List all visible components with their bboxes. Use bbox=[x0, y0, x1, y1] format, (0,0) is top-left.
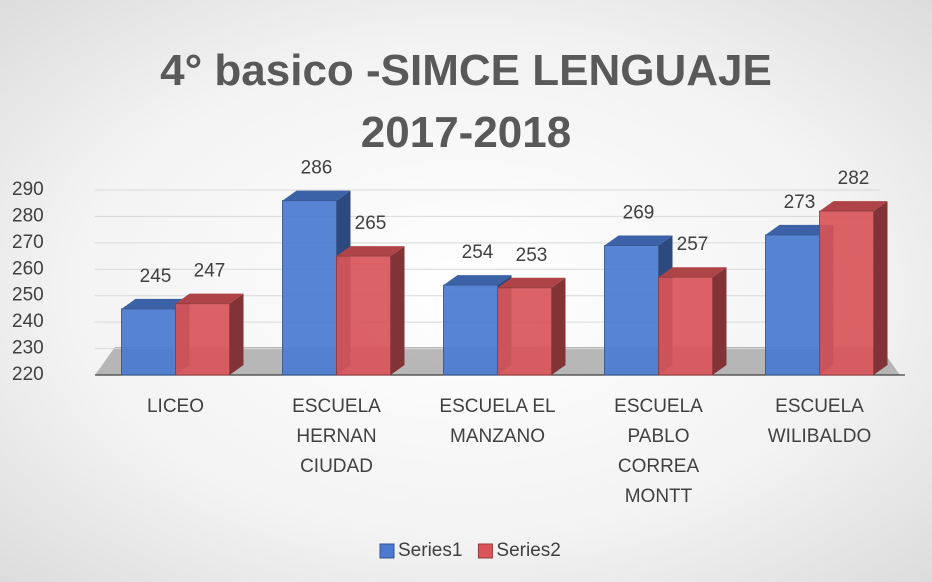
bar-front bbox=[443, 284, 498, 376]
bar-front bbox=[765, 234, 820, 376]
y-tick-label: 250 bbox=[12, 285, 44, 306]
chart-title: 4° basico -SIMCE LENGUAJE 2017-2018 bbox=[160, 46, 772, 157]
data-label: 269 bbox=[623, 203, 655, 224]
legend-label: Series1 bbox=[398, 540, 462, 561]
data-label: 282 bbox=[838, 168, 870, 189]
bar-top bbox=[336, 246, 405, 257]
bar-top bbox=[658, 267, 727, 278]
bar-side bbox=[551, 277, 566, 375]
y-tick-label: 260 bbox=[12, 258, 44, 279]
y-tick-label: 240 bbox=[12, 311, 44, 332]
bar-front bbox=[336, 255, 391, 376]
bar-top bbox=[121, 298, 190, 309]
data-label: 286 bbox=[301, 158, 333, 179]
bar bbox=[336, 246, 405, 376]
legend-label: Series2 bbox=[496, 540, 560, 561]
bar-top bbox=[604, 235, 673, 246]
bar-front bbox=[497, 287, 552, 376]
bar-side bbox=[712, 267, 727, 375]
bar-side bbox=[390, 246, 405, 375]
bar bbox=[658, 267, 727, 376]
x-tick-label: ESCUELA EL MANZANO bbox=[439, 396, 555, 447]
x-tick-label: ESCUELA PABLO CORREA MONTT bbox=[614, 396, 703, 507]
data-label: 257 bbox=[677, 234, 709, 255]
bar-top bbox=[282, 190, 351, 201]
bar-front bbox=[175, 303, 230, 376]
data-label: 247 bbox=[194, 261, 226, 282]
data-label: 273 bbox=[784, 192, 816, 213]
data-label: 254 bbox=[462, 242, 494, 263]
bar-side bbox=[873, 201, 888, 375]
bar-front bbox=[658, 276, 713, 376]
y-tick-label: 220 bbox=[12, 364, 44, 385]
legend-swatch bbox=[379, 543, 395, 559]
bar-front bbox=[121, 308, 176, 376]
bar-top bbox=[443, 275, 512, 286]
bar-side bbox=[229, 293, 244, 375]
data-label: 265 bbox=[355, 213, 387, 234]
y-tick-label: 280 bbox=[12, 205, 44, 226]
bar bbox=[497, 277, 566, 376]
bar-top bbox=[819, 201, 888, 212]
bar-front bbox=[604, 245, 659, 376]
data-label: 253 bbox=[516, 245, 548, 266]
x-tick-label: ESCUELA HERNAN CIUDAD bbox=[292, 396, 381, 477]
bar-front bbox=[282, 200, 337, 376]
y-tick-label: 230 bbox=[12, 338, 44, 359]
legend-swatch bbox=[477, 543, 493, 559]
bar bbox=[175, 293, 244, 376]
bar-top bbox=[765, 224, 834, 235]
x-tick-label: LICEO bbox=[147, 396, 204, 417]
y-tick-label: 270 bbox=[12, 232, 44, 253]
data-label: 245 bbox=[140, 266, 172, 287]
x-tick-label: ESCUELA WILIBALDO bbox=[768, 396, 871, 447]
bar-top bbox=[175, 293, 244, 304]
y-tick-label: 290 bbox=[12, 179, 44, 200]
bar-top bbox=[497, 277, 566, 288]
bar-front bbox=[819, 210, 874, 376]
bar bbox=[819, 201, 888, 376]
